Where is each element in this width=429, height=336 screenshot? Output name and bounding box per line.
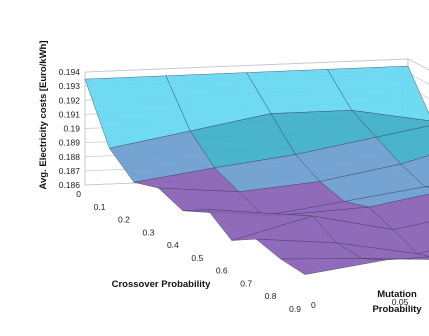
- y-tick-label: 0: [311, 300, 316, 310]
- x-tick-label: 0.3: [143, 227, 155, 237]
- z-tick-label: 0.191: [59, 109, 81, 119]
- surface-mesh: [84, 65, 429, 275]
- x-tick-label: 0.8: [265, 291, 277, 301]
- y-axis-title: Mutation: [377, 289, 417, 300]
- y-tick-label: 0.05: [392, 297, 409, 307]
- surface-patch: [417, 250, 429, 257]
- y-axis-title: Probability: [372, 304, 422, 315]
- z-tick-label: 0.19: [63, 124, 80, 134]
- x-tick-label: 0.1: [94, 202, 106, 212]
- z-axis-title: Avg. Electricity costs [Euro/kWh]: [38, 40, 49, 189]
- x-tick-label: 0: [76, 189, 81, 199]
- z-tick-label: 0.193: [59, 81, 81, 91]
- x-tick-label: 0.9: [289, 304, 301, 314]
- z-tick-label: 0.192: [59, 95, 81, 105]
- surface-patch: [279, 258, 386, 275]
- x-axis-title: Crossover Probability: [112, 279, 211, 290]
- z-tick-label: 0.186: [59, 180, 81, 190]
- x-tick-label: 0.4: [167, 240, 179, 250]
- z-gridline: [84, 58, 429, 73]
- z-tick-label: 0.194: [59, 67, 81, 77]
- axis-labels: 0.186 0.187 0.188 0.189 0.19 0.191 0.192 0.193 0…: [38, 40, 422, 315]
- x-tick-label: 0.7: [240, 278, 252, 288]
- x-tick-label: 0.2: [118, 215, 130, 225]
- x-tick-label: 0.5: [191, 253, 203, 263]
- z-tick-label: 0.189: [59, 138, 81, 148]
- x-tick-label: 0.6: [216, 266, 228, 276]
- z-tick-label: 0.187: [59, 166, 81, 176]
- z-tick-label: 0.188: [59, 152, 81, 162]
